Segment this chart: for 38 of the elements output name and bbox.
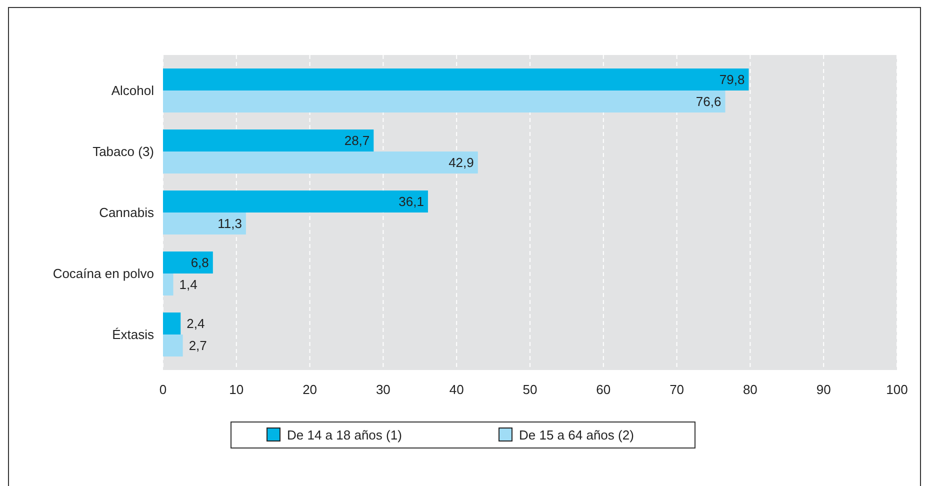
bar: [163, 252, 213, 274]
bar: [163, 334, 183, 356]
data-label: 2,7: [188, 338, 207, 354]
x-tick-label: 10: [229, 382, 244, 397]
y-tick-label: Cocaína en polvo: [52, 266, 154, 282]
bar: [163, 274, 174, 296]
x-tick-label: 80: [742, 382, 758, 397]
data-label: 1,4: [179, 277, 198, 292]
x-tick-label: 0: [159, 382, 167, 397]
x-tick-label: 20: [302, 382, 318, 397]
y-tick-label: Éxtasis: [112, 327, 154, 342]
y-tick-label: Alcohol: [111, 83, 154, 98]
x-tick-label: 70: [670, 382, 684, 397]
bar: [163, 68, 749, 90]
y-tick-label: Cannabis: [99, 205, 154, 220]
data-label: 28,7: [344, 133, 370, 148]
x-tick-label: 50: [522, 382, 538, 397]
data-label: 11,3: [218, 216, 242, 232]
bar: [163, 90, 726, 112]
bar: [163, 130, 374, 152]
x-tick-label: 90: [816, 382, 831, 397]
bar: [163, 190, 428, 212]
legend-label: De 14 a 18 años (1): [287, 428, 402, 443]
x-tick-label: 100: [886, 382, 908, 397]
x-tick-label: 60: [596, 382, 611, 397]
data-label: 6,8: [190, 255, 209, 270]
x-tick-label: 30: [376, 382, 390, 397]
data-label: 36,1: [398, 194, 424, 210]
data-label: 79,8: [719, 72, 745, 88]
bar: [163, 312, 181, 334]
data-label: 42,9: [448, 155, 474, 170]
data-label: 76,6: [696, 94, 722, 110]
bar: [163, 212, 246, 234]
bar: [163, 152, 478, 174]
legend-label: De 15 a 64 años (2): [519, 428, 634, 443]
x-tick-label: 40: [449, 382, 464, 397]
data-label: 2,4: [186, 316, 205, 332]
y-tick-label: Tabaco (3): [92, 144, 154, 160]
